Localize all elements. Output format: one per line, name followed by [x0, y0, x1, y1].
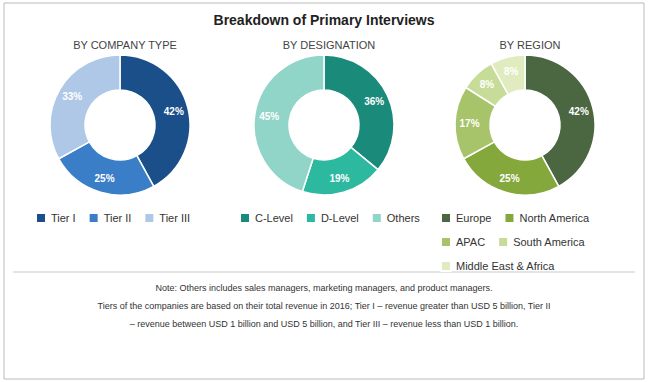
svg-text:D-Level: D-Level: [321, 212, 359, 224]
svg-text:17%: 17%: [460, 118, 480, 129]
svg-text:33%: 33%: [62, 91, 82, 102]
svg-text:BY REGION: BY REGION: [500, 39, 561, 51]
svg-text:25%: 25%: [95, 173, 115, 184]
svg-text:Tier III: Tier III: [159, 212, 190, 224]
svg-text:C-Level: C-Level: [255, 212, 293, 224]
svg-text:Tier I: Tier I: [51, 212, 76, 224]
svg-text:BY COMPANY TYPE: BY COMPANY TYPE: [73, 39, 177, 51]
svg-text:– revenue between USD 1 billio: – revenue between USD 1 billion and USD …: [130, 319, 519, 329]
svg-text:Middle East & Africa: Middle East & Africa: [456, 260, 555, 272]
svg-text:42%: 42%: [569, 106, 589, 117]
svg-text:APAC: APAC: [456, 236, 485, 248]
svg-text:Breakdown of Primary Interview: Breakdown of Primary Interviews: [214, 12, 435, 28]
svg-text:36%: 36%: [364, 96, 384, 107]
svg-text:Note: Others includes sales ma: Note: Others includes sales managers, ma…: [155, 283, 492, 293]
svg-text:BY DESIGNATION: BY DESIGNATION: [283, 39, 376, 51]
svg-text:Tiers of the companies are bas: Tiers of the companies are based on thei…: [98, 301, 551, 311]
svg-text:Tier II: Tier II: [104, 212, 132, 224]
svg-text:Others: Others: [387, 212, 421, 224]
svg-text:8%: 8%: [504, 66, 519, 77]
svg-text:South America: South America: [513, 236, 585, 248]
svg-text:19%: 19%: [329, 173, 349, 184]
svg-text:42%: 42%: [164, 106, 184, 117]
svg-text:Europe: Europe: [456, 212, 491, 224]
svg-text:45%: 45%: [259, 111, 279, 122]
svg-text:North America: North America: [519, 212, 590, 224]
svg-text:25%: 25%: [500, 173, 520, 184]
svg-text:8%: 8%: [480, 79, 495, 90]
